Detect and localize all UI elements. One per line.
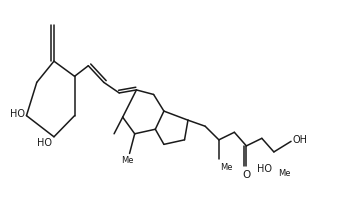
Text: Me: Me	[220, 163, 233, 171]
Text: Me: Me	[278, 168, 290, 178]
Text: HO: HO	[257, 164, 272, 174]
Text: OH: OH	[293, 135, 308, 145]
Text: Me: Me	[121, 156, 134, 165]
Text: HO: HO	[37, 138, 52, 148]
Text: HO: HO	[10, 109, 25, 119]
Text: O: O	[242, 170, 250, 180]
